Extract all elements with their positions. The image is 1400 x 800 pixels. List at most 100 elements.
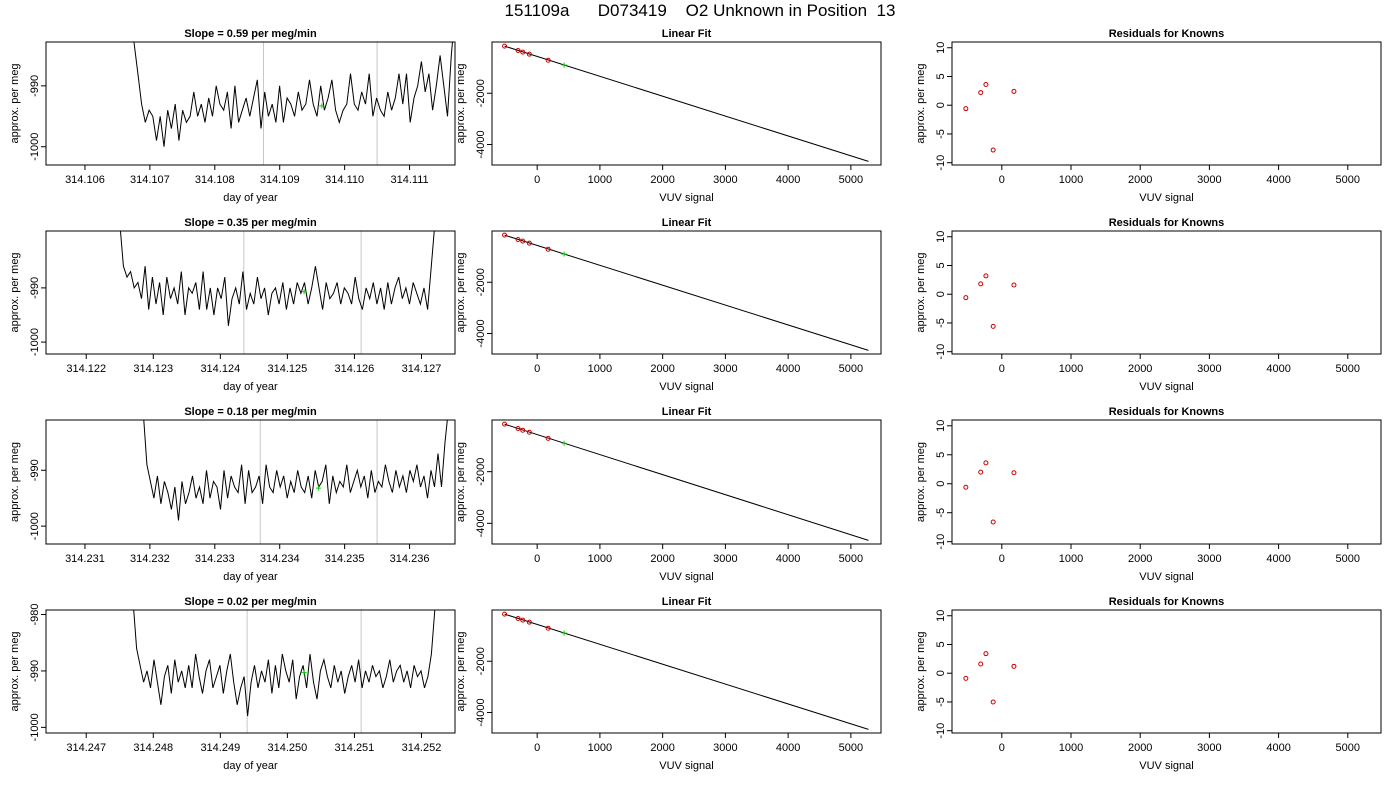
x-tick-label: 4000 bbox=[1266, 174, 1290, 186]
x-tick-label: 0 bbox=[534, 553, 540, 565]
y-tick-label: -990 bbox=[29, 459, 41, 481]
x-tick-label: 0 bbox=[534, 742, 540, 754]
known-point bbox=[502, 611, 508, 617]
chart-panel-10: Slope = 0.02 per meg/min 314.247 314.248 31… bbox=[9, 596, 456, 772]
y-tick-label: -5 bbox=[935, 697, 947, 707]
known-point bbox=[502, 232, 508, 238]
x-tick-label: 0 bbox=[534, 363, 540, 375]
y-axis-label: approx. per meg bbox=[455, 631, 467, 711]
x-tick-label: 314.249 bbox=[200, 742, 240, 754]
fit-line bbox=[504, 234, 869, 351]
x-tick-label: 314.122 bbox=[66, 363, 106, 375]
x-tick-label: 314.110 bbox=[325, 174, 364, 186]
y-tick-label: -4000 bbox=[475, 509, 487, 537]
residual-point bbox=[963, 675, 969, 681]
x-tick-label: 1000 bbox=[588, 553, 612, 565]
plot-frame bbox=[951, 230, 1382, 355]
x-tick-label: 4000 bbox=[776, 742, 800, 754]
fit-line bbox=[504, 613, 869, 730]
y-axis-label: approx. per meg bbox=[455, 442, 467, 522]
x-tick-label: 3000 bbox=[713, 553, 737, 565]
chart-title: Linear Fit bbox=[662, 596, 712, 608]
x-tick-label: 5000 bbox=[839, 174, 863, 186]
y-axis-label: approx. per meg bbox=[915, 442, 927, 522]
y-tick-label: 5 bbox=[935, 73, 947, 79]
residual-point bbox=[1011, 663, 1017, 669]
x-tick-label: 0 bbox=[999, 742, 1005, 754]
x-axis-label: VUV signal bbox=[1139, 192, 1193, 204]
residual-point bbox=[963, 484, 969, 490]
y-tick-label: 0 bbox=[935, 102, 947, 108]
x-tick-label: 314.108 bbox=[195, 174, 235, 186]
x-tick-label: 314.235 bbox=[325, 553, 365, 565]
x-tick-label: 314.123 bbox=[133, 363, 173, 375]
chart-title: Linear Fit bbox=[662, 406, 712, 418]
x-tick-label: 3000 bbox=[1197, 174, 1221, 186]
residual-point bbox=[1011, 470, 1017, 476]
x-tick-label: 314.250 bbox=[267, 742, 307, 754]
x-tick-label: 1000 bbox=[588, 174, 612, 186]
x-tick-label: 2000 bbox=[1128, 742, 1152, 754]
y-axis-label: approx. per meg bbox=[9, 442, 21, 522]
x-axis-label: VUV signal bbox=[659, 571, 713, 583]
x-tick-label: 4000 bbox=[776, 363, 800, 375]
known-point bbox=[515, 615, 521, 621]
residual-point bbox=[978, 90, 984, 96]
y-tick-label: -990 bbox=[29, 660, 41, 682]
y-tick-label: -5 bbox=[935, 508, 947, 518]
x-axis-label: VUV signal bbox=[659, 760, 713, 772]
x-tick-label: 4000 bbox=[776, 553, 800, 565]
x-tick-label: 5000 bbox=[839, 363, 863, 375]
y-tick-label: -1000 bbox=[29, 133, 41, 161]
x-axis-label: day of year bbox=[223, 571, 278, 583]
x-axis-label: VUV signal bbox=[659, 192, 713, 204]
x-axis-label: VUV signal bbox=[659, 381, 713, 393]
x-tick-label: 2000 bbox=[650, 174, 674, 186]
x-tick-label: 0 bbox=[999, 174, 1005, 186]
y-tick-label: -990 bbox=[29, 277, 41, 299]
x-tick-label: 5000 bbox=[1336, 742, 1360, 754]
known-point bbox=[520, 617, 526, 623]
chart-title: Slope = 0.18 per meg/min bbox=[184, 406, 317, 418]
y-axis-label: approx. per meg bbox=[9, 63, 21, 143]
y-tick-label: 0 bbox=[935, 481, 947, 487]
y-tick-label: -10 bbox=[935, 723, 947, 739]
residual-point bbox=[963, 295, 969, 301]
y-tick-label: 5 bbox=[935, 641, 947, 647]
chart-panel-9: Residuals for Knowns 0 1000 2000 3000 4000 500… bbox=[915, 406, 1382, 583]
y-tick-label: -1000 bbox=[29, 713, 41, 741]
y-tick-label: -990 bbox=[29, 75, 41, 97]
x-tick-label: 0 bbox=[999, 363, 1005, 375]
x-tick-label: 314.233 bbox=[195, 553, 235, 565]
x-tick-label: 314.124 bbox=[200, 363, 240, 375]
known-point bbox=[526, 51, 532, 57]
chart-panel-7: Slope = 0.18 per meg/min 314.231 314.232 31… bbox=[9, 406, 456, 583]
x-tick-label: 314.106 bbox=[65, 174, 105, 186]
known-point bbox=[526, 429, 532, 435]
y-tick-label: -5 bbox=[935, 318, 947, 328]
y-tick-label: -1000 bbox=[29, 512, 41, 540]
x-tick-label: 3000 bbox=[713, 174, 737, 186]
y-axis-label: approx. per meg bbox=[455, 63, 467, 143]
chart-panel-11: Linear Fit 0 1000 2000 3000 4000 5000 VUV signa… bbox=[455, 596, 882, 772]
y-tick-label: 5 bbox=[935, 262, 947, 268]
known-point bbox=[515, 47, 521, 53]
residual-point bbox=[978, 661, 984, 667]
residual-point bbox=[983, 651, 989, 657]
fit-line bbox=[504, 45, 869, 162]
y-tick-label: -4000 bbox=[475, 319, 487, 347]
x-axis-label: VUV signal bbox=[1139, 381, 1193, 393]
plot-frame bbox=[491, 419, 882, 545]
x-tick-label: 0 bbox=[999, 553, 1005, 565]
residual-point bbox=[983, 273, 989, 279]
x-tick-label: 2000 bbox=[650, 363, 674, 375]
y-tick-label: -4000 bbox=[475, 130, 487, 158]
residual-point bbox=[983, 460, 989, 466]
x-tick-label: 314.109 bbox=[260, 174, 300, 186]
x-tick-label: 314.232 bbox=[130, 553, 170, 565]
x-axis-label: day of year bbox=[223, 760, 278, 772]
x-tick-label: 4000 bbox=[776, 174, 800, 186]
y-tick-label: 5 bbox=[935, 452, 947, 458]
x-axis-label: VUV signal bbox=[1139, 760, 1193, 772]
